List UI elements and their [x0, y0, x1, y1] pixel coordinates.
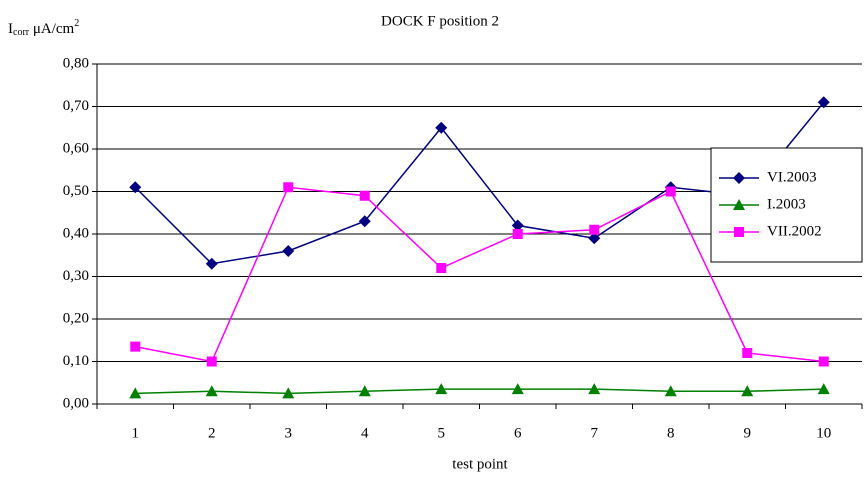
y-label-sup: 2: [74, 18, 79, 29]
chart-title: DOCK F position 2: [381, 13, 499, 29]
marker: [742, 348, 753, 358]
y-tick-label: 0,10: [63, 353, 89, 369]
legend-label: I.2003: [767, 196, 806, 212]
x-tick-label: 2: [208, 425, 216, 441]
legend-marker: [734, 227, 744, 237]
marker: [436, 263, 447, 273]
x-tick-label: 4: [361, 425, 369, 441]
marker: [358, 385, 371, 397]
marker: [129, 181, 142, 194]
marker: [282, 245, 295, 257]
legend-marker: [733, 199, 745, 210]
marker: [282, 387, 295, 399]
marker: [664, 385, 677, 397]
marker: [435, 383, 448, 395]
series-line: [134, 101, 825, 265]
marker: [359, 190, 370, 201]
y-tick-label: 0,80: [63, 55, 89, 71]
series-line: [135, 388, 824, 395]
marker: [129, 387, 142, 399]
marker: [205, 385, 218, 397]
marker: [589, 224, 600, 235]
x-tick-label: 10: [816, 425, 831, 441]
y-tick-label: 0,30: [63, 268, 89, 284]
y-tick-label: 0,00: [63, 395, 89, 411]
marker: [206, 356, 217, 367]
marker: [665, 186, 676, 197]
x-tick-label: 5: [438, 425, 446, 441]
marker: [283, 182, 294, 193]
x-tick-label: 8: [667, 425, 675, 441]
marker: [817, 383, 830, 395]
marker: [511, 383, 524, 395]
y-axis-label: Icorr μA/cm2: [8, 18, 79, 38]
marker: [818, 356, 829, 367]
x-tick-label: 6: [514, 425, 522, 441]
x-tick-label: 9: [744, 425, 752, 441]
marker: [435, 121, 448, 134]
series-line: [135, 186, 824, 363]
y-tick-label: 0,40: [63, 225, 89, 241]
x-tick-label: 7: [591, 425, 599, 441]
y-tick-label: 0,20: [63, 310, 89, 326]
x-axis-label: test point: [452, 456, 508, 472]
marker: [358, 215, 371, 228]
y-tick-label: 0,70: [63, 98, 89, 114]
y-label-unit: μA/cm: [29, 21, 74, 37]
y-label-base: I: [8, 21, 13, 37]
legend-label: VII.2002: [767, 223, 822, 239]
marker: [130, 341, 141, 352]
y-tick-label: 0,60: [63, 140, 89, 156]
marker: [511, 219, 524, 232]
x-tick-label: 3: [285, 425, 293, 441]
marker: [817, 96, 830, 109]
y-tick-label: 0,50: [63, 183, 89, 199]
y-label-sub: corr: [13, 27, 30, 38]
marker: [205, 257, 218, 270]
marker: [741, 385, 754, 397]
x-tick-label: 1: [132, 425, 140, 441]
marker: [512, 229, 523, 239]
marker: [588, 232, 601, 245]
marker: [588, 383, 601, 395]
legend-marker: [733, 172, 745, 184]
legend-label: VI.2003: [767, 169, 817, 185]
